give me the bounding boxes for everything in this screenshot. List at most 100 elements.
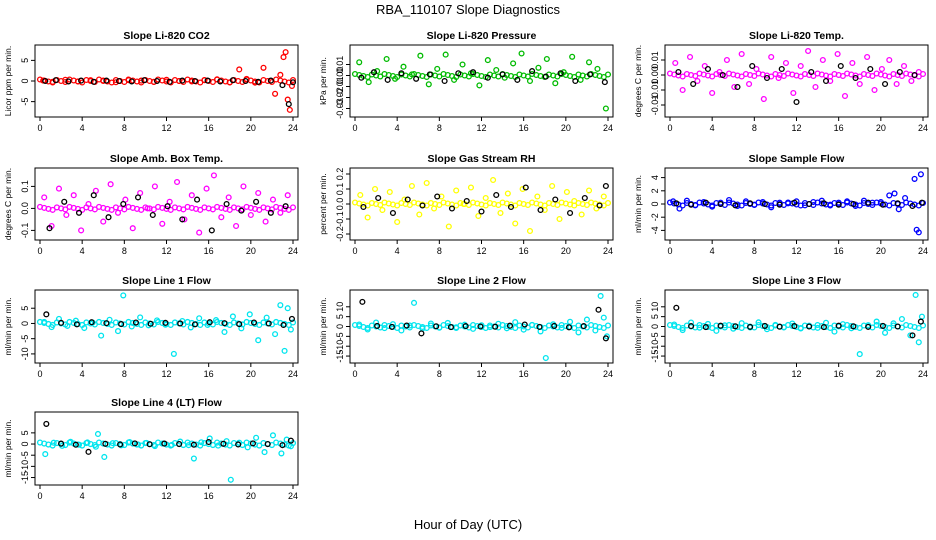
data-point (583, 324, 590, 331)
data-point (566, 209, 574, 217)
data-point (865, 323, 872, 330)
data-point (895, 206, 902, 213)
data-point (478, 322, 485, 329)
y-tick-label: 10 (335, 302, 345, 312)
data-point (593, 205, 600, 212)
data-point (497, 209, 504, 217)
data-point (835, 199, 842, 206)
data-point (364, 214, 371, 221)
panel-10: Slope Line 4 (LT) Flow 0 4 8 12 16 20 24 -15-10-… (3, 397, 299, 501)
data-point (269, 432, 277, 439)
data-point (278, 450, 285, 457)
data-point (264, 440, 271, 448)
data-point (552, 80, 559, 87)
data-point (72, 441, 79, 448)
y-axis-label: Licor ppm per min. (3, 46, 13, 116)
y-tick-label: -10 (650, 340, 660, 353)
data-point (398, 70, 405, 77)
data-point (812, 83, 819, 91)
data-point (850, 323, 857, 330)
data-point (716, 68, 723, 76)
y-tick-label: 0 (650, 201, 660, 206)
data-point (534, 193, 541, 200)
data-point (370, 69, 378, 76)
data-point (856, 324, 863, 332)
data-point (117, 441, 124, 448)
x-tick-label: 20 (246, 246, 256, 256)
data-point (462, 323, 469, 330)
data-point (277, 71, 284, 78)
data-point (575, 329, 582, 336)
x-tick-label: 24 (603, 369, 613, 379)
x-tick-label: 0 (37, 123, 42, 133)
data-point (188, 78, 195, 85)
data-point (552, 196, 559, 203)
data-point (793, 98, 800, 106)
data-point (834, 50, 841, 58)
dense-points-band (351, 70, 612, 81)
data-point (114, 328, 122, 335)
series-1 (672, 47, 922, 103)
data-point (749, 62, 756, 70)
data-point (49, 442, 56, 449)
data-point (850, 200, 857, 208)
data-point (365, 79, 372, 86)
data-point (873, 318, 880, 325)
data-point (109, 440, 116, 447)
data-point (384, 76, 391, 83)
data-point (43, 311, 50, 318)
data-point (377, 201, 384, 209)
data-point (153, 317, 161, 324)
data-point (413, 75, 420, 82)
data-point (917, 318, 924, 325)
y-tick-label: 4 (650, 175, 660, 180)
data-point (856, 80, 863, 88)
x-tick-label: 16 (204, 123, 214, 133)
x-tick-label: 12 (791, 246, 801, 256)
data-point (280, 54, 287, 61)
data-point (844, 198, 851, 205)
x-tick-label: 4 (395, 123, 400, 133)
data-point (543, 55, 550, 63)
data-point (256, 321, 263, 329)
y-tick-label: -5 (650, 332, 660, 340)
data-point (602, 182, 609, 190)
data-point (434, 193, 441, 200)
data-point (107, 181, 114, 188)
data-point (470, 69, 477, 76)
data-point (476, 82, 483, 89)
data-point (676, 205, 683, 212)
dense-points-band (36, 203, 297, 213)
data-point (580, 323, 587, 330)
data-point (902, 195, 909, 202)
data-point (867, 65, 874, 73)
x-tick-label: 0 (352, 246, 357, 256)
data-point (596, 202, 603, 209)
data-point (536, 323, 543, 330)
data-point (688, 201, 695, 208)
data-point (233, 222, 240, 230)
data-point (75, 441, 83, 448)
data-point (436, 201, 443, 209)
data-point (918, 199, 925, 206)
data-point (392, 75, 399, 82)
data-point (75, 209, 83, 216)
data-point (820, 200, 827, 207)
panel-9: Slope Line 3 Flow 0 4 8 12 16 20 24 -15-10-5 0 5 10… (633, 275, 929, 379)
data-point (121, 206, 128, 213)
data-point (137, 314, 144, 321)
data-point (734, 83, 741, 91)
data-point (886, 73, 893, 80)
panel-title: Slope Line 2 Flow (437, 275, 527, 287)
x-tick-label: 8 (122, 123, 127, 133)
data-point (747, 200, 754, 207)
data-point (108, 321, 115, 329)
data-point (709, 73, 716, 80)
data-point (256, 442, 263, 449)
data-point (433, 323, 440, 330)
data-point (210, 172, 217, 179)
data-point (797, 325, 804, 332)
data-point (100, 77, 107, 85)
x-tick-label: 16 (204, 369, 214, 379)
